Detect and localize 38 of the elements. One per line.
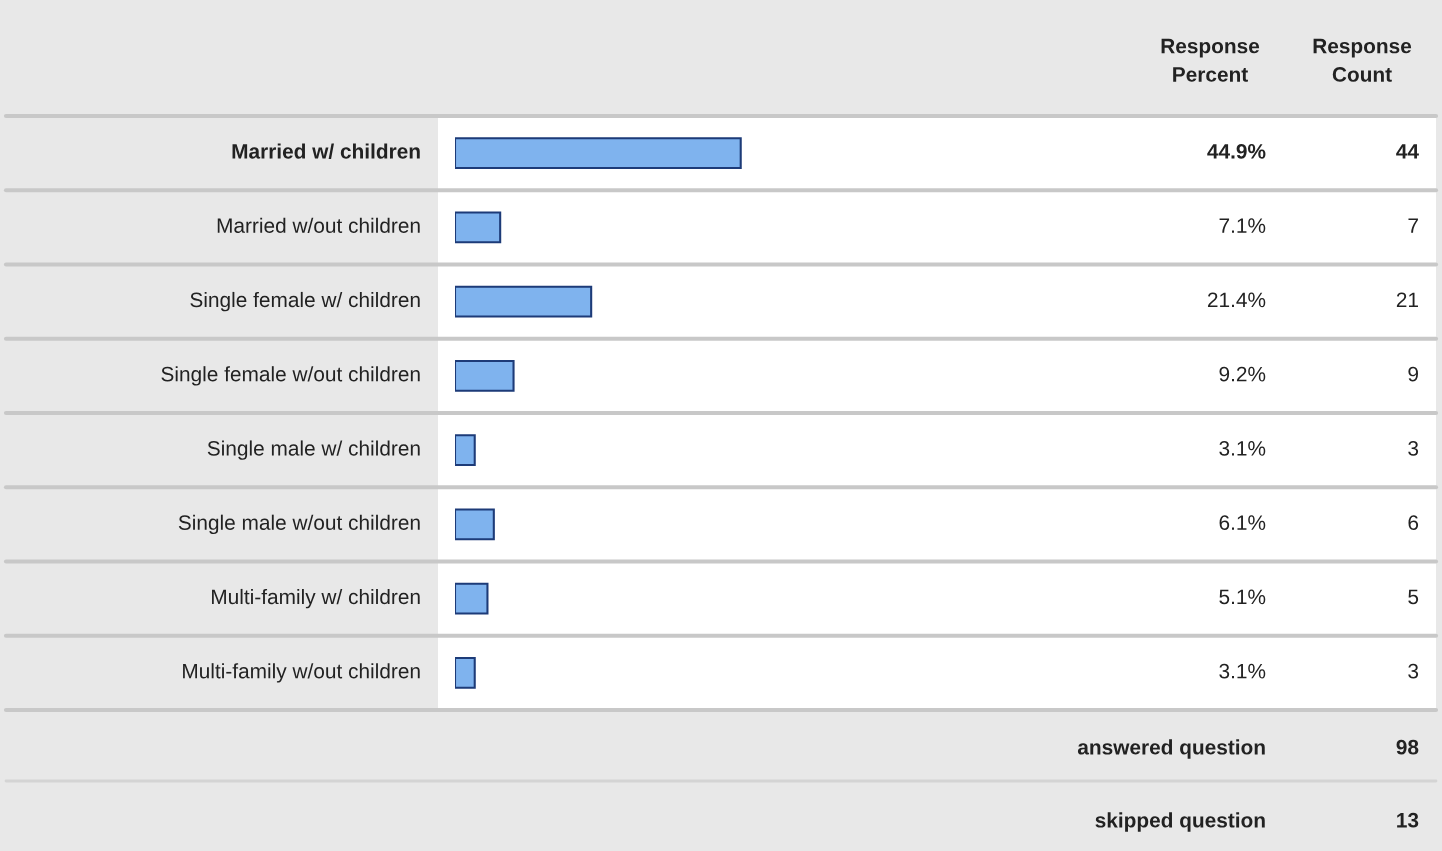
y-tick-label: Single female w/ children <box>190 291 420 312</box>
data-label: 6.1% <box>1219 515 1266 530</box>
text: 3 <box>1408 440 1419 456</box>
data-label: 21.4% <box>1207 292 1266 308</box>
text: answered question <box>1077 739 1265 759</box>
data-label: 7.1% <box>1219 218 1266 233</box>
text: Response Percent <box>1161 38 1260 82</box>
bar <box>455 359 515 392</box>
text: Response Count <box>1313 38 1412 82</box>
y-tick-label: Single male w/out children <box>178 514 420 535</box>
bar <box>455 137 742 170</box>
text: 5 <box>1408 589 1419 605</box>
y-tick-label: Multi-family w/ children <box>212 588 420 609</box>
data-label: 3.1% <box>1219 663 1266 679</box>
bar <box>455 434 476 467</box>
text: skipped question <box>1095 812 1265 832</box>
data-label: 5.1% <box>1219 589 1266 605</box>
bar <box>455 582 489 615</box>
bar <box>455 285 593 318</box>
bar <box>455 211 502 244</box>
text: 7 <box>1408 218 1418 233</box>
data-label: 3.1% <box>1219 440 1266 456</box>
y-tick-label: Multi-family w/out children <box>183 663 420 683</box>
text: 44 <box>1396 144 1419 159</box>
data-label: 9.2% <box>1219 366 1266 382</box>
text: 21 <box>1396 292 1418 308</box>
y-tick-label: Single female w/out children <box>161 366 420 386</box>
data-label: 44.9% <box>1207 143 1266 159</box>
text: 9 <box>1408 366 1419 382</box>
text: 6 <box>1408 515 1419 530</box>
text: 13 <box>1397 812 1419 828</box>
text: 3 <box>1408 663 1419 679</box>
bar <box>455 508 495 541</box>
y-tick-label: Single male w/ children <box>207 440 420 460</box>
bar <box>455 656 476 689</box>
y-tick-label: Married w/out children <box>217 217 420 233</box>
y-tick-label: Married w/ children <box>232 143 420 159</box>
text: 98 <box>1396 739 1419 755</box>
